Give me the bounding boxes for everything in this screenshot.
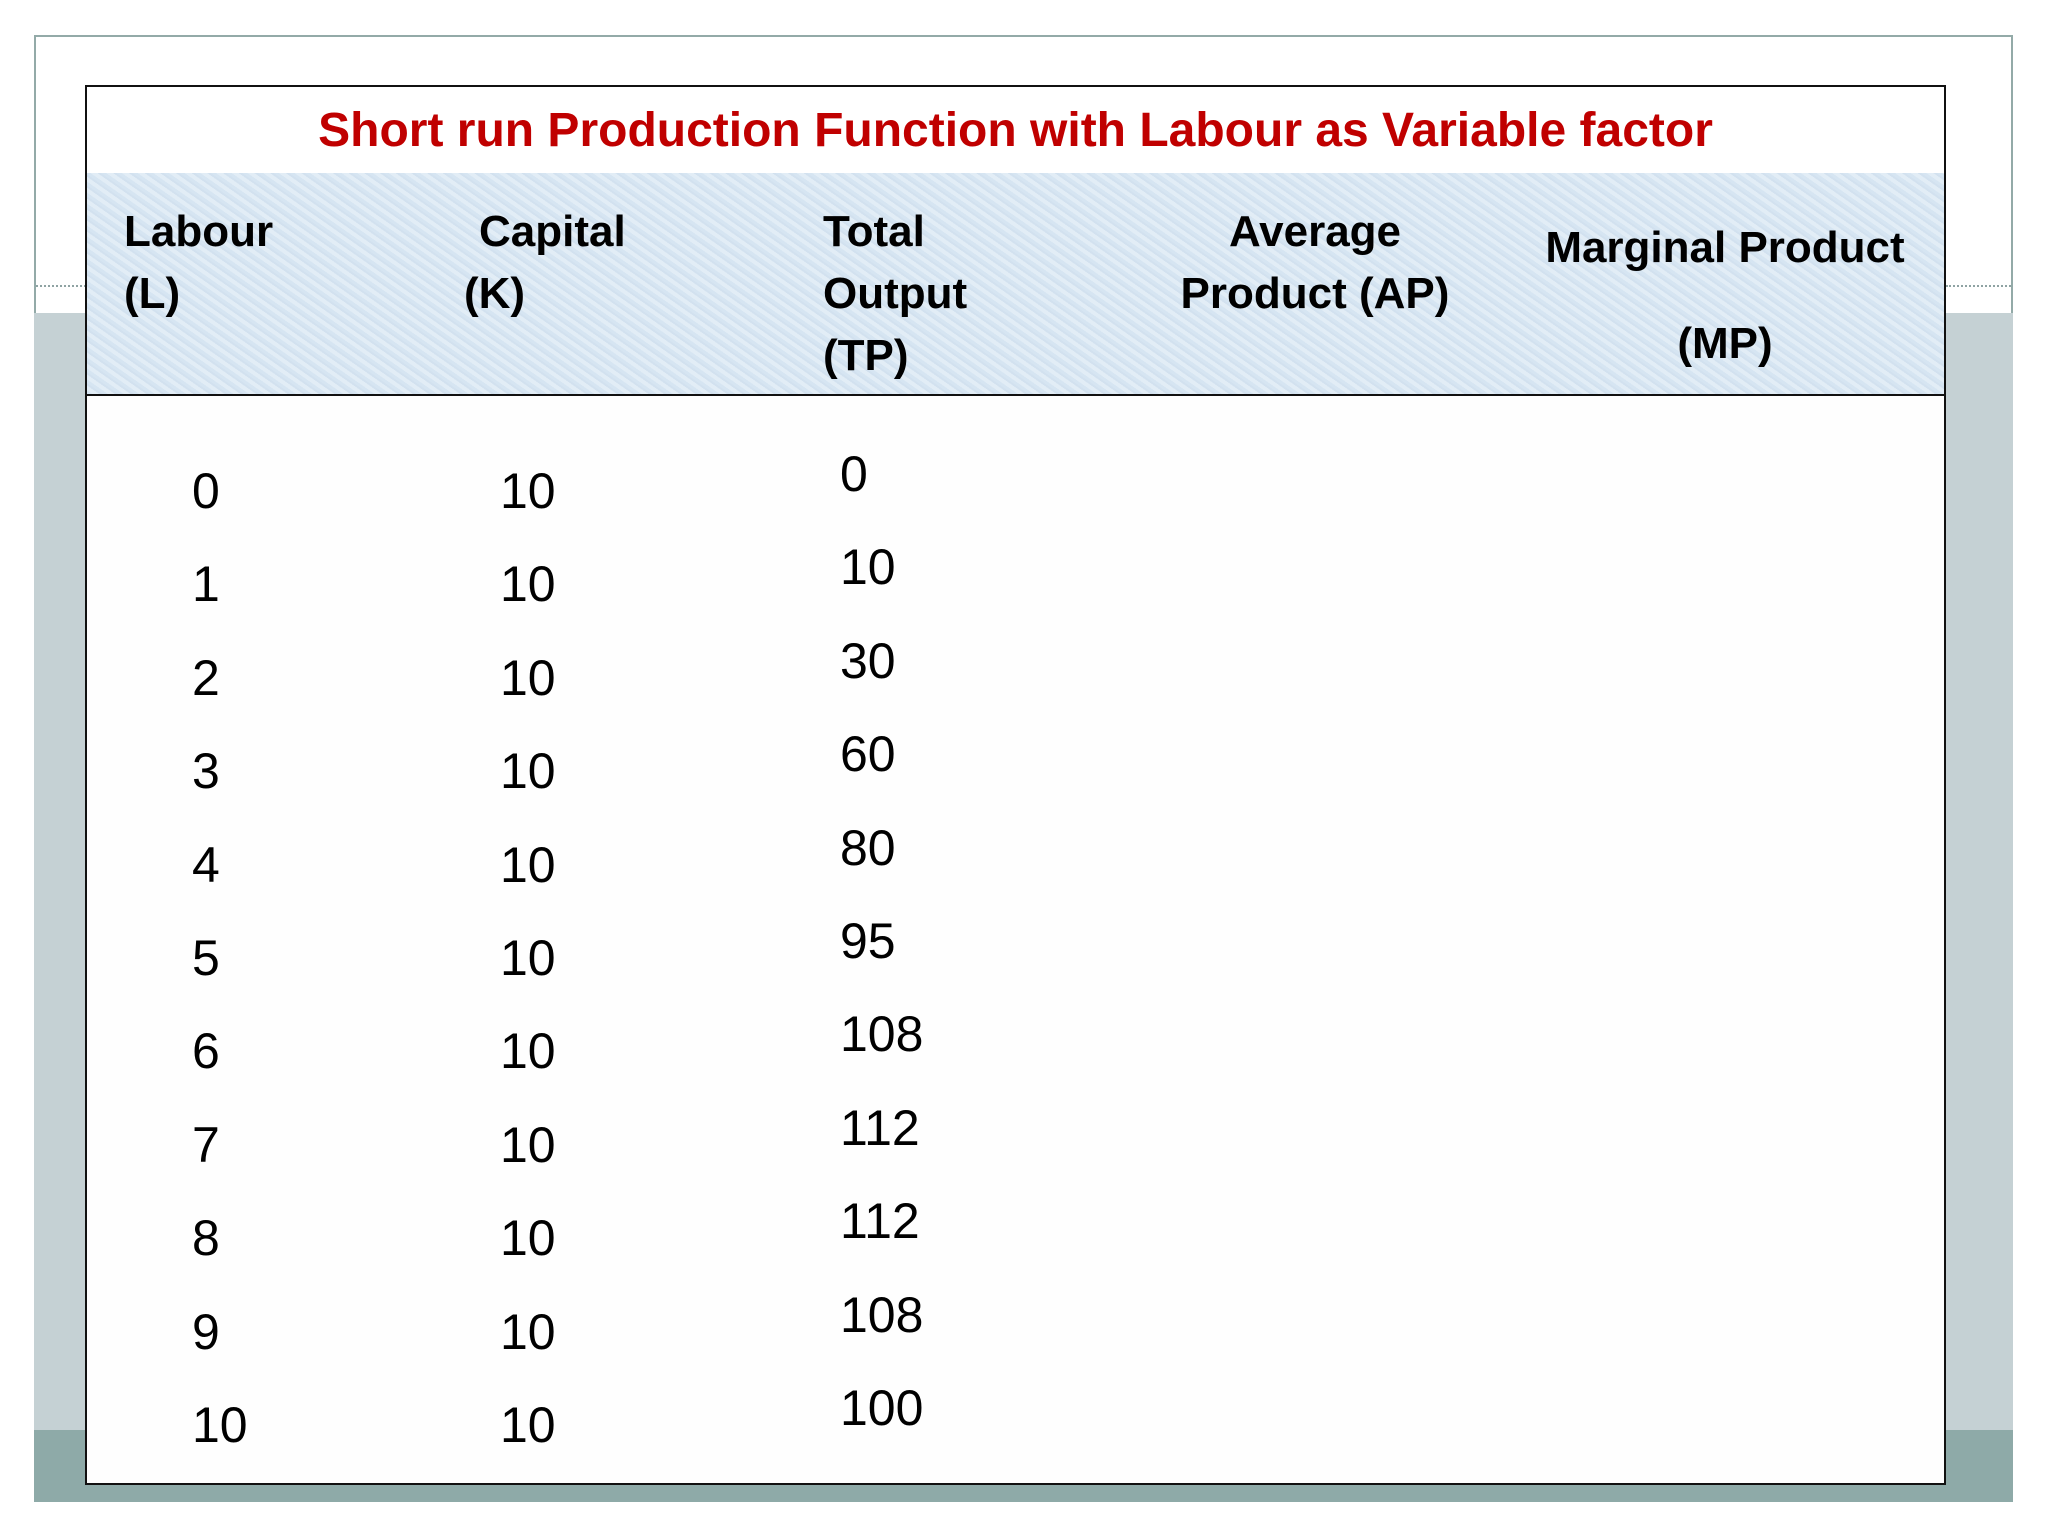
header-row: Labour (L) Capital (K) Total Output (TP)… xyxy=(87,173,1944,396)
header-labour: Labour (L) xyxy=(124,201,273,325)
cell-capital: 10 xyxy=(500,836,556,893)
cell-tp: 112 xyxy=(840,1099,920,1156)
cell-capital: 10 xyxy=(500,1023,556,1080)
cell-labour: 8 xyxy=(192,1210,220,1267)
header-capital-line1: Capital xyxy=(479,207,626,256)
cell-labour: 5 xyxy=(192,930,220,986)
cell-capital: 10 xyxy=(500,1116,556,1173)
cell-tp: 108 xyxy=(840,1006,924,1063)
cell-tp: 112 xyxy=(840,1193,920,1250)
header-ap-line1: Average xyxy=(1228,207,1402,256)
cell-tp: 0 xyxy=(840,446,868,502)
header-marginal-product: Marginal Product (MP) xyxy=(1505,217,1945,375)
dotted-divider-left xyxy=(36,285,86,287)
cell-labour: 2 xyxy=(192,649,220,706)
table-title: Short run Production Function with Labou… xyxy=(318,104,1713,157)
cell-capital: 10 xyxy=(500,930,556,986)
cell-capital: 10 xyxy=(500,1397,556,1453)
cell-labour: 7 xyxy=(192,1116,220,1173)
header-tp-line2: Output xyxy=(823,269,968,318)
cell-tp: 60 xyxy=(840,726,896,783)
header-ap-line2: Product (AP) xyxy=(1180,269,1450,318)
cell-tp: 100 xyxy=(840,1380,924,1436)
cell-capital: 10 xyxy=(500,649,556,706)
cell-capital: 10 xyxy=(500,463,556,519)
cell-labour: 10 xyxy=(192,1397,248,1453)
cell-labour: 6 xyxy=(192,1023,220,1080)
header-labour-line1: Labour xyxy=(124,207,274,256)
cell-labour: 3 xyxy=(192,743,220,800)
cell-tp: 30 xyxy=(840,632,896,689)
header-average-product: Average Product (AP) xyxy=(1135,201,1495,325)
cell-labour: 4 xyxy=(192,836,220,893)
header-total-output: Total Output (TP) xyxy=(823,201,967,387)
cell-capital: 10 xyxy=(500,743,556,800)
cell-labour: 9 xyxy=(192,1303,220,1360)
header-tp-line3: (TP) xyxy=(823,331,909,380)
cell-tp: 10 xyxy=(840,539,896,596)
cell-capital: 10 xyxy=(500,556,556,613)
cell-capital: 10 xyxy=(500,1210,556,1267)
header-tp-line1: Total xyxy=(823,207,925,256)
cell-tp: 108 xyxy=(840,1286,924,1343)
cell-tp: 95 xyxy=(840,913,896,969)
cell-labour: 0 xyxy=(192,463,220,519)
header-capital: Capital (K) xyxy=(464,201,626,325)
title-row: Short run Production Function with Labou… xyxy=(87,87,1944,175)
cell-tp: 80 xyxy=(840,819,896,876)
dotted-divider-right xyxy=(1946,285,2011,287)
cell-labour: 1 xyxy=(192,556,220,613)
header-mp-line2: (MP) xyxy=(1677,319,1773,368)
header-mp-line1: Marginal Product xyxy=(1545,223,1905,272)
header-capital-line2: (K) xyxy=(464,269,526,318)
cell-capital: 10 xyxy=(500,1303,556,1360)
production-table: Short run Production Function with Labou… xyxy=(85,85,1946,1485)
header-labour-line2: (L) xyxy=(124,269,181,318)
